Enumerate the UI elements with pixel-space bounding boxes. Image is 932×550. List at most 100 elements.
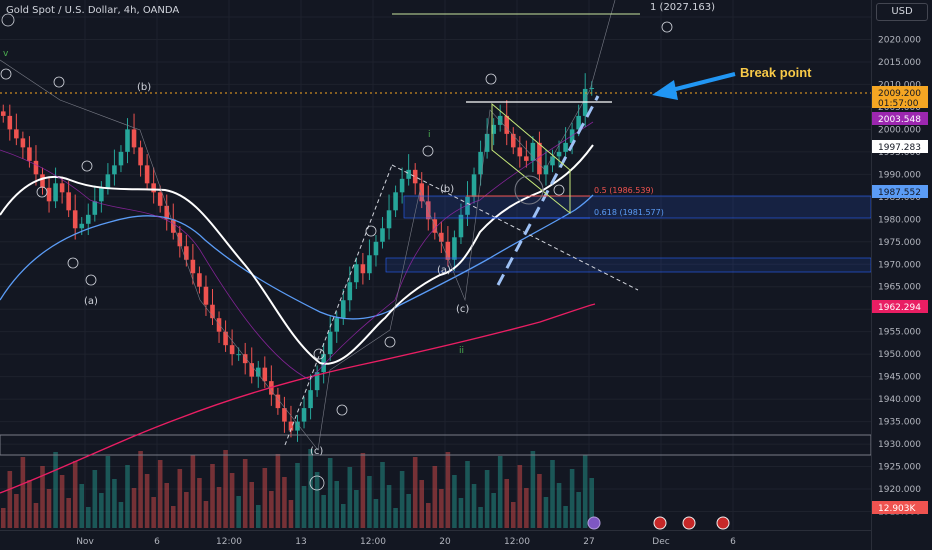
fib-05-label: 0.5 (1986.539)	[594, 186, 654, 195]
volume-bar	[288, 500, 294, 528]
candle-body	[190, 259, 196, 274]
price-tick-label: 1980.000	[878, 215, 921, 225]
price-tick-label: 1945.000	[878, 373, 921, 383]
volume-bar	[517, 465, 523, 528]
price-axis[interactable]: 2025.0002020.0002015.0002010.0002005.000…	[878, 13, 921, 518]
volume-bar	[223, 450, 228, 528]
candle-body	[157, 192, 163, 206]
volume-bar	[92, 470, 98, 528]
volume-bar	[347, 467, 353, 528]
currency-button[interactable]: USD	[876, 3, 928, 21]
candle-body	[510, 133, 516, 148]
candle-body	[517, 147, 523, 157]
wave-path-thin	[0, 0, 616, 451]
circled-ii-bottom	[309, 475, 325, 491]
flash-event-icon[interactable]	[587, 516, 601, 530]
volume-bar	[177, 469, 183, 528]
ascending-trendline-left	[284, 164, 393, 446]
candle-body	[229, 345, 235, 355]
volume-bar	[197, 478, 202, 528]
candle-body	[334, 318, 340, 332]
wave-label-i: i	[428, 130, 431, 140]
volume-bar	[46, 489, 52, 528]
candle-body	[504, 115, 510, 134]
volume-bar	[439, 489, 444, 528]
volume-bar	[576, 492, 581, 528]
volume-bar	[0, 508, 6, 528]
circled-i-top-left	[1, 13, 15, 27]
last-price-value: 2009.200	[878, 89, 921, 99]
volume-bar	[144, 474, 150, 528]
time-tick-label: Dec	[652, 537, 669, 547]
countdown-value: 01:57:00	[878, 99, 919, 109]
volume-bar	[412, 457, 418, 528]
volume-bar	[53, 452, 58, 528]
price-tick-label: 1975.000	[878, 238, 921, 248]
candle-body	[197, 273, 202, 287]
circled-1b	[313, 348, 325, 360]
candle-body	[537, 142, 542, 175]
candle-body	[40, 174, 45, 188]
volume-bar	[125, 465, 130, 528]
volume-bar	[20, 457, 26, 528]
volume-bar	[262, 468, 268, 528]
us-flag-icon-2[interactable]	[682, 516, 696, 530]
circled-2c	[553, 184, 565, 196]
volume-bar	[184, 492, 189, 528]
price-tick-label: 1935.000	[878, 418, 921, 428]
ma-purple-badge	[872, 112, 928, 125]
volume-bar	[99, 493, 104, 528]
candle-body	[275, 394, 281, 409]
event-icons[interactable]	[587, 516, 730, 530]
candle-body	[556, 151, 562, 157]
volume-bar	[14, 494, 19, 528]
circled-5c	[422, 145, 434, 157]
candle-body	[497, 115, 503, 125]
ma-white-badge	[872, 140, 928, 153]
candle-body	[255, 367, 261, 377]
candle-body	[543, 165, 549, 175]
volume-bar	[301, 486, 307, 528]
candle-body	[354, 264, 359, 283]
time-tick-label: 12:00	[360, 537, 386, 547]
price-tick-label: 1940.000	[878, 395, 921, 405]
ma-pink-value: 1962.294	[878, 303, 921, 313]
ma-purple-line	[0, 121, 594, 381]
candle-body	[412, 169, 418, 184]
time-axis-divider	[0, 530, 871, 531]
us-flag-icon-1[interactable]	[653, 516, 667, 530]
ascending-trendline-blue	[496, 95, 600, 286]
volume-bar	[589, 478, 595, 528]
circled-3a	[67, 257, 79, 269]
wave-label-v: v	[3, 49, 9, 59]
candle-body	[72, 210, 78, 229]
candle-body	[419, 183, 425, 202]
price-tick-label: 2020.000	[878, 35, 921, 45]
circled-4b	[384, 336, 396, 348]
bull-flag	[491, 102, 571, 215]
volume-bar	[537, 474, 542, 528]
volume-bar	[275, 454, 281, 528]
volume-bar	[425, 503, 431, 528]
time-tick-label: 13	[295, 537, 306, 547]
volume-bar	[432, 466, 438, 528]
time-axis[interactable]: Nov 6 12:00 13 12:00 20 12:00 27 Dec 6	[76, 537, 736, 547]
candle-body	[530, 142, 536, 161]
volume-bar	[399, 471, 405, 528]
circled-2a	[53, 76, 65, 88]
time-tick-label: 27	[583, 537, 594, 547]
price-tick-label: 2000.000	[878, 125, 921, 135]
volume-value: 12.903K	[878, 504, 916, 514]
volume-bar	[151, 497, 156, 528]
volume-bar	[360, 453, 366, 528]
candle-body	[491, 124, 496, 134]
candle-body	[236, 354, 241, 356]
volume-bar	[478, 507, 483, 528]
candle-body	[288, 421, 294, 431]
candlesticks	[0, 73, 595, 442]
candle-body	[125, 129, 130, 152]
candle-body	[386, 210, 392, 229]
us-flag-icon-3[interactable]	[716, 516, 730, 530]
circled-4a	[81, 160, 93, 172]
